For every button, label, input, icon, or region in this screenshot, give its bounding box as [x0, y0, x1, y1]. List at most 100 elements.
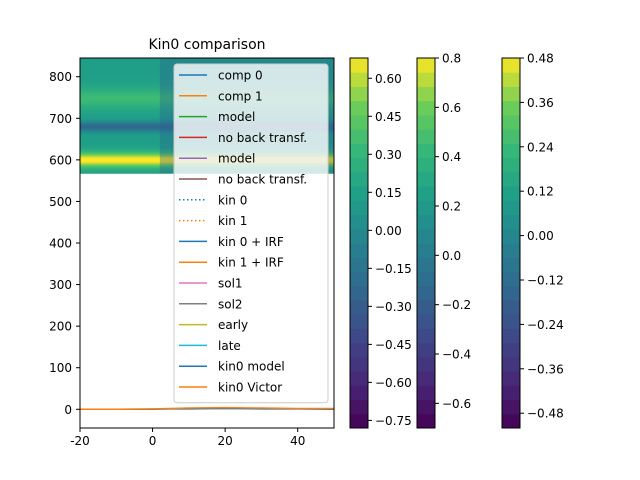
colorbar-tick-label: 0.45 [375, 110, 402, 124]
colorbar-1: 0.60 0.45 0.30 0.15 0.00 −0.15 −0.30 −0.45 −0.60… [349, 57, 412, 429]
colorbar-tick-label: −0.15 [375, 262, 412, 276]
y-axis: 0 100 200 300 400 500 600 700 800 [49, 70, 80, 417]
x-tick-label: 20 [218, 434, 233, 448]
colorbar-segment [502, 129, 520, 144]
colorbar-segment [417, 143, 435, 159]
legend-label: comp 1 [218, 89, 263, 103]
colorbar-segment [350, 257, 368, 272]
colorbar-segment [350, 356, 368, 372]
colorbar-segment [350, 243, 368, 258]
colorbar-segment [350, 157, 368, 173]
colorbar-segment [350, 86, 368, 102]
colorbar-segment [350, 171, 368, 187]
legend-label: comp 0 [218, 69, 263, 83]
colorbar-segment [350, 271, 368, 287]
colorbar-segment [350, 399, 368, 415]
colorbar-segment [417, 86, 435, 102]
y-tick-label: 0 [64, 403, 72, 417]
colorbar-tick-label: −0.6 [442, 397, 471, 411]
colorbar-segment [417, 271, 435, 287]
colorbar-segment [502, 214, 520, 230]
colorbar-tick-label: −0.2 [442, 298, 471, 312]
legend-label: no back transf. [218, 173, 307, 187]
colorbar-segment [350, 314, 368, 329]
colorbar-segment [502, 413, 520, 429]
y-tick-label: 700 [49, 112, 72, 126]
heatmap-cell [80, 60, 334, 62]
colorbar-tick-label: −0.24 [527, 318, 564, 332]
colorbar-tick-label: −0.48 [527, 407, 564, 421]
colorbar-segment [417, 72, 435, 87]
series-line [80, 406, 334, 411]
colorbar-tick-label: −0.30 [375, 300, 412, 314]
colorbar-segment [417, 129, 435, 144]
heatmap-cell [80, 58, 334, 60]
y-tick-label: 800 [49, 70, 72, 84]
colorbar-segment [502, 399, 520, 415]
y-tick-label: 300 [49, 278, 72, 292]
colorbar-segment [502, 58, 520, 73]
series-layer [80, 406, 334, 411]
colorbar-segment [417, 413, 435, 429]
colorbar-tick-label: 0.00 [527, 229, 554, 243]
colorbar-tick-label: 0.00 [375, 224, 402, 238]
colorbar-segment [350, 371, 368, 386]
legend-label: kin0 Victor [218, 381, 282, 395]
legend-label: late [218, 339, 241, 353]
colorbar-tick-label: 0.4 [442, 150, 461, 164]
colorbar-segment [417, 299, 435, 315]
colorbar-segment [502, 356, 520, 372]
colorbar-segment [417, 186, 435, 201]
colorbar-segment [417, 157, 435, 173]
colorbar-segment [502, 72, 520, 87]
colorbar-segment [350, 299, 368, 315]
legend-label: kin 0 [218, 193, 247, 207]
colorbar-tick-label: 0.12 [527, 185, 554, 199]
colorbar-tick-label: 0.6 [442, 101, 461, 115]
colorbar-segment [502, 314, 520, 329]
y-tick-label: 600 [49, 153, 72, 167]
colorbar-segment [502, 171, 520, 187]
colorbar-segment [502, 228, 520, 244]
colorbar-segment [417, 328, 435, 344]
legend-label: sol1 [218, 277, 243, 291]
x-tick-label: 40 [290, 434, 305, 448]
colorbar-segment [417, 371, 435, 386]
colorbar-segment [502, 271, 520, 287]
colorbar-tick-label: −0.45 [375, 338, 412, 352]
colorbar-segment [350, 114, 368, 130]
colorbar-segment [502, 385, 520, 401]
colorbar-segment [350, 143, 368, 159]
colorbar-segment [417, 257, 435, 272]
legend-label: early [218, 318, 248, 332]
heatmap-cell [80, 59, 334, 61]
colorbar-tick-label: 0.15 [375, 186, 402, 200]
colorbar-segment [350, 200, 368, 216]
colorbar-tick-label: −0.75 [375, 414, 412, 428]
heatmap-cell [80, 62, 334, 65]
legend: comp 0 comp 1 model no back transf. model no … [173, 63, 329, 404]
colorbar-tick-label: −0.36 [527, 362, 564, 376]
colorbar-segment [350, 214, 368, 230]
colorbar-segment [502, 257, 520, 272]
colorbar-segment [502, 100, 520, 116]
colorbar-segment [350, 328, 368, 344]
colorbar-segment [417, 342, 435, 358]
legend-box [173, 63, 329, 404]
chart-title: Kin0 comparison [148, 37, 265, 53]
colorbar-2: 0.8 0.6 0.4 0.2 0.0 −0.2 −0.4 −0.6 [416, 52, 471, 429]
colorbar-segment [502, 200, 520, 216]
colorbar-segment [502, 342, 520, 358]
colorbar-segment [350, 385, 368, 401]
main-axes: -20 0 20 40 0 100 200 300 400 500 600 700 800 comp … [49, 57, 335, 448]
colorbar-tick-label: −0.12 [527, 274, 564, 288]
x-tick-label: -20 [70, 434, 90, 448]
x-tick-label: 0 [149, 434, 157, 448]
colorbar-segment [350, 413, 368, 429]
colorbar-segment [417, 214, 435, 230]
colorbar-segment [417, 171, 435, 187]
legend-label: model [218, 110, 255, 124]
colorbar-tick-label: 0.30 [375, 148, 402, 162]
legend-label: kin 1 + IRF [218, 256, 284, 270]
